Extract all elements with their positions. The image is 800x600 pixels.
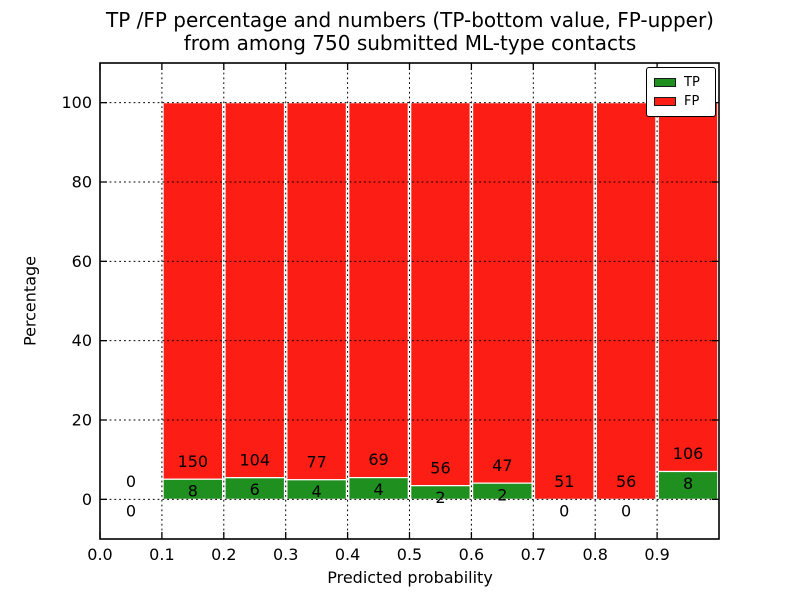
x-tick-label: 0.2 <box>211 545 236 564</box>
tp-count-label: 8 <box>683 474 693 493</box>
fp-bar-segment <box>657 102 719 473</box>
tp-count-label: 4 <box>312 482 322 501</box>
x-tick-label: 0.7 <box>521 545 546 564</box>
x-axis-label: Predicted probability <box>327 568 493 587</box>
fp-bar-segment <box>533 102 595 500</box>
chart-title-line1: TP /FP percentage and numbers (TP-bottom… <box>106 8 714 32</box>
y-tick-label: 0 <box>82 490 92 509</box>
fp-bar-segment <box>410 102 471 487</box>
y-tick-label: 60 <box>72 252 92 271</box>
fp-count-label: 69 <box>368 450 388 469</box>
tp-swatch-icon <box>654 78 676 87</box>
fp-count-label: 47 <box>492 456 512 475</box>
tp-count-label: 2 <box>497 486 507 505</box>
tp-count-label: 0 <box>126 502 136 521</box>
tp-count-label: 0 <box>621 502 631 521</box>
fp-count-label: 56 <box>616 472 636 491</box>
fp-count-label: 0 <box>126 472 136 491</box>
chart-title-line2: from among 750 submitted ML-type contact… <box>183 31 637 55</box>
legend-item-fp: FP <box>654 92 708 111</box>
x-tick-label: 0.9 <box>644 545 669 564</box>
x-tick-label: 0.1 <box>149 545 174 564</box>
x-tick-label: 0.4 <box>335 545 360 564</box>
fp-bar-segment <box>224 102 286 479</box>
fp-count-label: 106 <box>673 444 704 463</box>
fp-bar-segment <box>348 102 409 479</box>
tp-bar-segment <box>410 485 471 500</box>
tp-count-label: 8 <box>188 482 198 501</box>
tp-count-label: 4 <box>373 480 383 499</box>
fp-bar-segment <box>162 102 224 480</box>
x-tick-label: 0.6 <box>459 545 484 564</box>
legend-label-fp: FP <box>684 94 700 109</box>
x-tick-label: 0.8 <box>582 545 607 564</box>
fp-swatch-icon <box>654 97 676 106</box>
fp-count-label: 150 <box>178 452 209 471</box>
tp-count-label: 0 <box>559 502 569 521</box>
x-tick-label: 0.0 <box>87 545 112 564</box>
fp-count-label: 51 <box>554 472 574 491</box>
tp-count-label: 6 <box>250 480 260 499</box>
fp-count-label: 77 <box>306 452 326 471</box>
y-tick-label: 20 <box>72 411 92 430</box>
tp-bar-segment <box>657 470 719 500</box>
y-tick-label: 80 <box>72 173 92 192</box>
tp-count-label: 2 <box>435 488 445 507</box>
legend-item-tp: TP <box>654 73 708 92</box>
tp-bar-segment <box>472 482 533 500</box>
fp-bar-segment <box>286 102 347 481</box>
x-tick-label: 0.5 <box>397 545 422 564</box>
legend-label-tp: TP <box>684 75 700 90</box>
fp-count-label: 104 <box>239 450 270 469</box>
fp-count-label: 56 <box>430 458 450 477</box>
fp-bar-segment <box>472 102 533 484</box>
y-tick-label: 100 <box>61 93 92 112</box>
legend: TP FP <box>646 67 716 117</box>
y-axis-label: Percentage <box>20 255 40 347</box>
fp-bar-segment <box>595 102 657 500</box>
y-tick-label: 40 <box>72 331 92 350</box>
chart-title: TP /FP percentage and numbers (TP-bottom… <box>100 9 720 55</box>
x-tick-label: 0.3 <box>273 545 298 564</box>
